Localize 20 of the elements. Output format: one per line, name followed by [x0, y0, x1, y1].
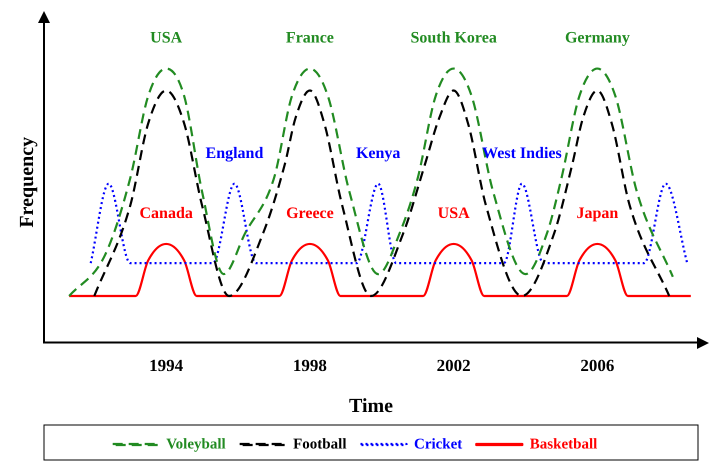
annotation: Japan — [576, 205, 618, 222]
annotation: Canada — [139, 205, 193, 222]
x-tick-label: 1994 — [149, 356, 184, 376]
x-tick-label: 2006 — [580, 356, 614, 376]
legend-label: Voleyball — [166, 436, 226, 452]
y-axis-title: Frequency — [16, 136, 38, 228]
legend-label: Football — [293, 436, 346, 452]
legend-label: Cricket — [414, 436, 462, 452]
x-tick-label: 1998 — [292, 356, 327, 376]
annotation: France — [286, 30, 334, 47]
annotation: Germany — [564, 30, 630, 47]
legend-label: Basketball — [530, 436, 598, 452]
annotation: USA — [150, 30, 183, 47]
x-axis-title: Time — [348, 395, 394, 418]
x-tick-label: 2002 — [436, 356, 471, 376]
annotation: England — [206, 144, 264, 162]
annotation: Kenya — [356, 144, 400, 162]
annotation: Greece — [286, 205, 334, 222]
annotation: South Korea — [410, 30, 497, 47]
annotation: USA — [438, 205, 470, 222]
